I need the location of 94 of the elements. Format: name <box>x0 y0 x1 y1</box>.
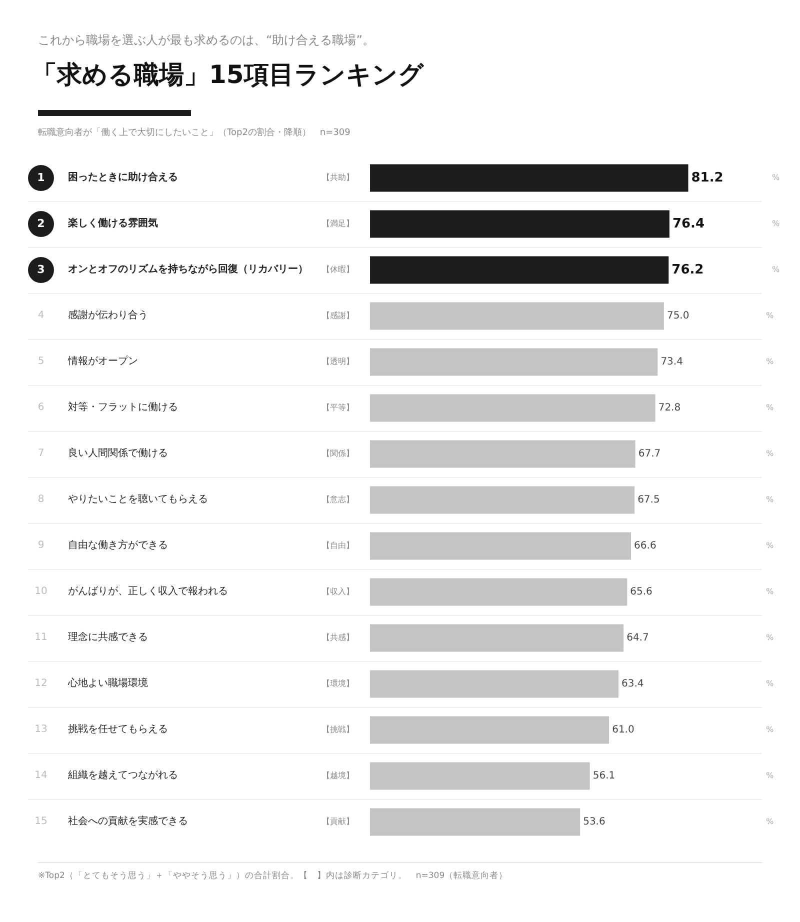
text: ※Top2（「とてもそう思う」＋「ややそう思う」）の合計割合。【 】内は診断カテゴリ。 n=309（転職意向者） <box>38 870 508 882</box>
text: % <box>766 310 774 322</box>
bar <box>370 486 635 514</box>
data-label: 63.4 <box>621 678 644 690</box>
data-label: 53.6 <box>583 816 606 828</box>
y-tick-label: やりたいことを聴いてもらえる <box>68 492 208 507</box>
y2-tick-label: 【平等】 <box>321 402 355 414</box>
y2-tick-label: 【感謝】 <box>321 310 355 322</box>
y2-tick-label: 【挑戦】 <box>321 724 355 736</box>
y2-tick-label: 【越境】 <box>321 770 355 782</box>
bar <box>370 256 669 284</box>
text: 10 <box>34 585 48 599</box>
bar <box>370 394 656 422</box>
y-tick-label: 対等・フラットに働ける <box>68 400 178 415</box>
text: % <box>766 725 774 734</box>
text: % <box>766 541 774 550</box>
data-label: 61.0 <box>612 724 634 736</box>
text: % <box>772 265 780 274</box>
text: % <box>766 357 774 366</box>
text: 1 <box>36 170 46 186</box>
y2-tick-label: 【意志】 <box>321 494 355 506</box>
text: 13 <box>34 723 48 737</box>
y-tick-label: 組織を越えてつながれる <box>68 768 178 783</box>
y-tick-label: 理念に共感できる <box>68 630 148 645</box>
text: これから職場を選ぶ人が最も求めるのは、“助け合える職場”。 <box>38 32 374 49</box>
data-label: 67.5 <box>638 494 660 506</box>
text: % <box>766 403 774 412</box>
bar <box>370 808 580 836</box>
y-tick-label: 困ったときに助け合える <box>68 170 178 185</box>
text: % <box>766 633 774 642</box>
y-tick-label: オンとオフのリズムを持ちながら回復（リカバリー） <box>68 262 308 277</box>
data-label: 66.6 <box>634 540 656 552</box>
chart-title: 「求める職場」15項目ランキング <box>32 59 424 91</box>
bar <box>370 440 636 468</box>
text: 15 <box>34 815 48 829</box>
bar <box>370 670 618 698</box>
data-label: 75.0 <box>666 310 690 322</box>
y-tick-label: 感謝が伝わり合う <box>68 308 148 323</box>
y-tick-label: 楽しく働ける雰囲気 <box>68 216 158 231</box>
data-label: 56.1 <box>592 770 616 782</box>
bar <box>370 348 658 376</box>
text: % <box>772 173 780 182</box>
y-tick-label: 自由な働き方ができる <box>68 538 168 553</box>
bar <box>370 762 590 790</box>
data-label: 67.7 <box>638 448 661 460</box>
y-tick-label: 心地よい職場環境 <box>68 676 148 691</box>
y2-tick-label: 【自由】 <box>321 540 355 552</box>
y2-tick-label: 【環境】 <box>321 678 355 690</box>
y2-tick-label: 【共感】 <box>321 632 355 644</box>
text: % <box>766 679 774 688</box>
y2-tick-label: 【透明】 <box>321 356 355 368</box>
y2-tick-label: 【貢献】 <box>321 816 355 828</box>
text: 3 <box>36 262 46 278</box>
data-label: 72.8 <box>658 402 681 414</box>
text: 2 <box>36 216 46 232</box>
y2-tick-label: 【関係】 <box>321 448 355 460</box>
text: 6 <box>36 401 46 415</box>
data-label: 64.7 <box>626 632 649 644</box>
y2-tick-label: 【満足】 <box>321 218 355 230</box>
text: 9 <box>36 539 46 553</box>
text: % <box>766 449 774 458</box>
bar <box>370 624 624 652</box>
bar <box>370 578 628 606</box>
bar <box>370 716 610 744</box>
data-label: 76.2 <box>672 262 704 278</box>
text: 12 <box>34 677 48 691</box>
text: 8 <box>36 493 46 507</box>
text: 14 <box>34 769 48 783</box>
y-tick-label: 良い人間関係で働ける <box>68 446 168 461</box>
y-tick-label: 挑戦を任せてもらえる <box>68 722 168 737</box>
y2-tick-label: 【収入】 <box>321 586 355 598</box>
text: 7 <box>36 447 46 461</box>
text: % <box>766 495 774 504</box>
data-label: 73.4 <box>660 356 683 368</box>
y-tick-label: 情報がオープン <box>68 354 138 369</box>
bar <box>370 210 670 238</box>
text: % <box>772 219 780 228</box>
text: % <box>766 587 774 596</box>
text: % <box>766 817 774 826</box>
bar <box>370 532 632 560</box>
y2-tick-label: 【共助】 <box>321 172 355 184</box>
text: 5 <box>36 355 46 369</box>
data-label: 76.4 <box>672 216 705 232</box>
y-tick-label: 社会への貢献を実感できる <box>68 814 188 829</box>
bar <box>370 302 664 330</box>
bar <box>370 164 688 192</box>
text: 11 <box>34 631 48 645</box>
data-label: 65.6 <box>630 586 652 598</box>
text: 転職意向者が「働く上で大切にしたいこと」（Top2の割合・降順） n=309 <box>38 126 350 139</box>
y-tick-label: がんばりが、正しく収入で報われる <box>68 584 228 599</box>
text: % <box>766 771 774 780</box>
text: 4 <box>36 309 46 323</box>
y2-tick-label: 【休暇】 <box>321 264 355 276</box>
data-label: 81.2 <box>691 170 724 186</box>
